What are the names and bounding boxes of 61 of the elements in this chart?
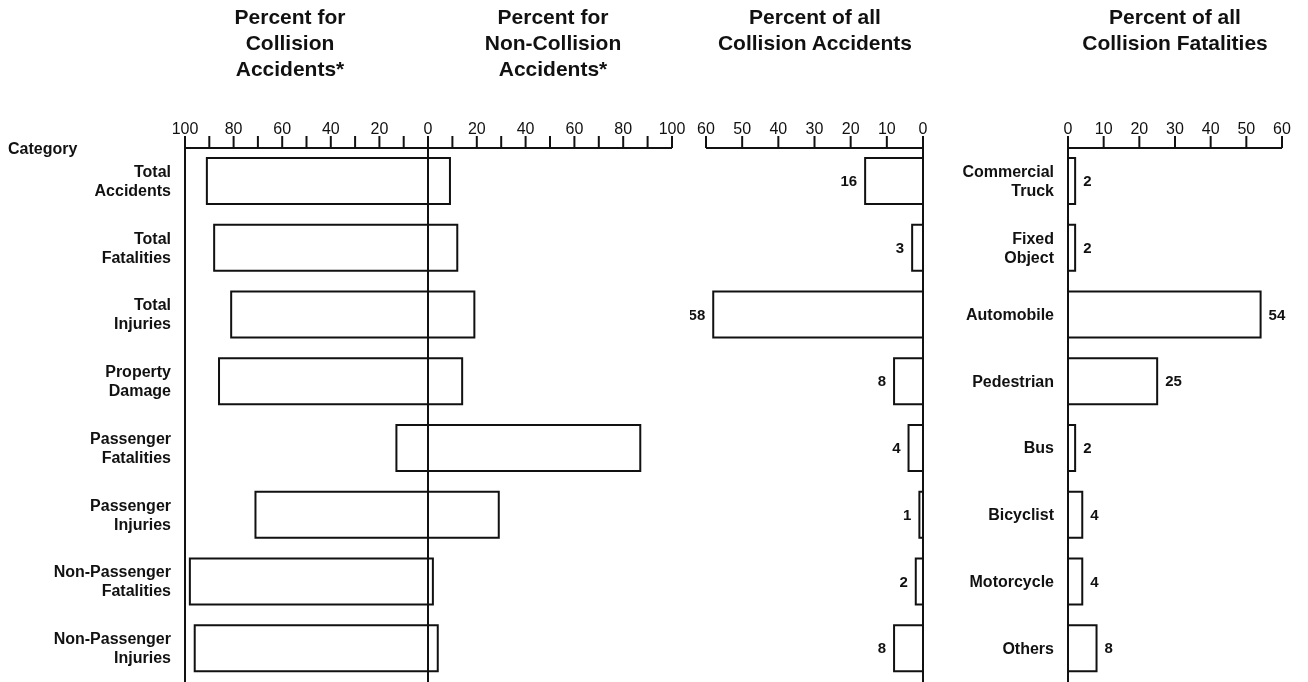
- x-tick-label: 80: [224, 120, 243, 137]
- data-label: 54: [1268, 305, 1286, 323]
- data-label: 2: [1083, 439, 1092, 456]
- data-label: 8: [877, 372, 887, 390]
- x-tick-label: 20: [467, 120, 486, 137]
- x-tick-label: 60: [273, 120, 292, 137]
- x-tick-label: 60: [565, 120, 584, 137]
- y-tick-label: Non-Passenger Fatalities: [53, 563, 172, 600]
- y-tick-label: Total Fatalities: [101, 229, 172, 266]
- chart-title: Percent of all Collision Accidents: [716, 4, 914, 56]
- x-tick-label: 10: [1094, 120, 1113, 137]
- data-label: 2: [899, 572, 908, 590]
- data-label: 1: [903, 505, 912, 523]
- x-tick-label: 60: [697, 120, 715, 137]
- x-tick-label: 0: [1063, 120, 1073, 137]
- y-tick-label: Pedestrian: [972, 372, 1054, 390]
- y-axis-title: Category: [8, 140, 78, 158]
- y-tick-label: Property Damage: [105, 363, 172, 400]
- x-tick-label: 0: [918, 120, 928, 137]
- x-tick-label: 0: [423, 120, 433, 137]
- data-label: 16: [840, 172, 858, 189]
- data-label: 25: [1165, 372, 1182, 390]
- x-tick-label: 40: [1201, 120, 1220, 137]
- y-tick-label: Fixed Object: [1004, 229, 1055, 266]
- y-tick-label: Total Injuries: [114, 296, 172, 333]
- x-tick-label: 100: [658, 120, 686, 137]
- data-label: 2: [1083, 172, 1092, 189]
- data-label: 4: [1090, 505, 1100, 523]
- data-label: 2: [1083, 238, 1092, 256]
- x-tick-label: 50: [1237, 120, 1256, 137]
- y-tick-label: Bicyclist: [988, 506, 1055, 524]
- data-label: 8: [877, 639, 887, 657]
- x-tick-label: 10: [877, 120, 896, 137]
- chart-title: Percent of all Collision Fatalities: [1081, 4, 1269, 56]
- x-tick-label: 30: [805, 120, 824, 137]
- data-label: 8: [1104, 639, 1113, 657]
- y-tick-label: Bus: [1023, 439, 1055, 457]
- y-tick-label: Others: [1002, 639, 1055, 657]
- x-tick-label: 20: [841, 120, 860, 137]
- y-tick-label: Automobile: [966, 305, 1055, 323]
- x-tick-label: 100: [171, 120, 199, 137]
- data-label: 3: [895, 238, 905, 256]
- data-label: 4: [1090, 572, 1100, 590]
- x-tick-label: 20: [1130, 120, 1149, 137]
- x-tick-label: 30: [1166, 120, 1184, 137]
- y-tick-label: Commercial Truck: [962, 162, 1055, 199]
- x-tick-label: 40: [516, 120, 535, 137]
- x-tick-label: 20: [370, 120, 389, 137]
- y-tick-label: Passenger Fatalities: [90, 429, 172, 466]
- x-tick-label: 50: [733, 120, 752, 137]
- x-tick-label: 40: [321, 120, 340, 137]
- y-tick-label: Total Accidents: [94, 162, 172, 199]
- x-tick-label: 60: [1273, 120, 1291, 137]
- y-tick-label: Motorcycle: [969, 572, 1055, 590]
- x-tick-label: 40: [769, 120, 788, 137]
- chart-title: Percent for Collision Accidents*: [233, 4, 347, 82]
- y-tick-label: Passenger Injuries: [90, 496, 172, 533]
- chart-title: Percent for Non-Collision Accidents*: [483, 4, 623, 82]
- x-tick-label: 80: [614, 120, 633, 137]
- y-tick-label: Non-Passenger Injuries: [53, 630, 172, 667]
- data-label: 4: [892, 439, 902, 456]
